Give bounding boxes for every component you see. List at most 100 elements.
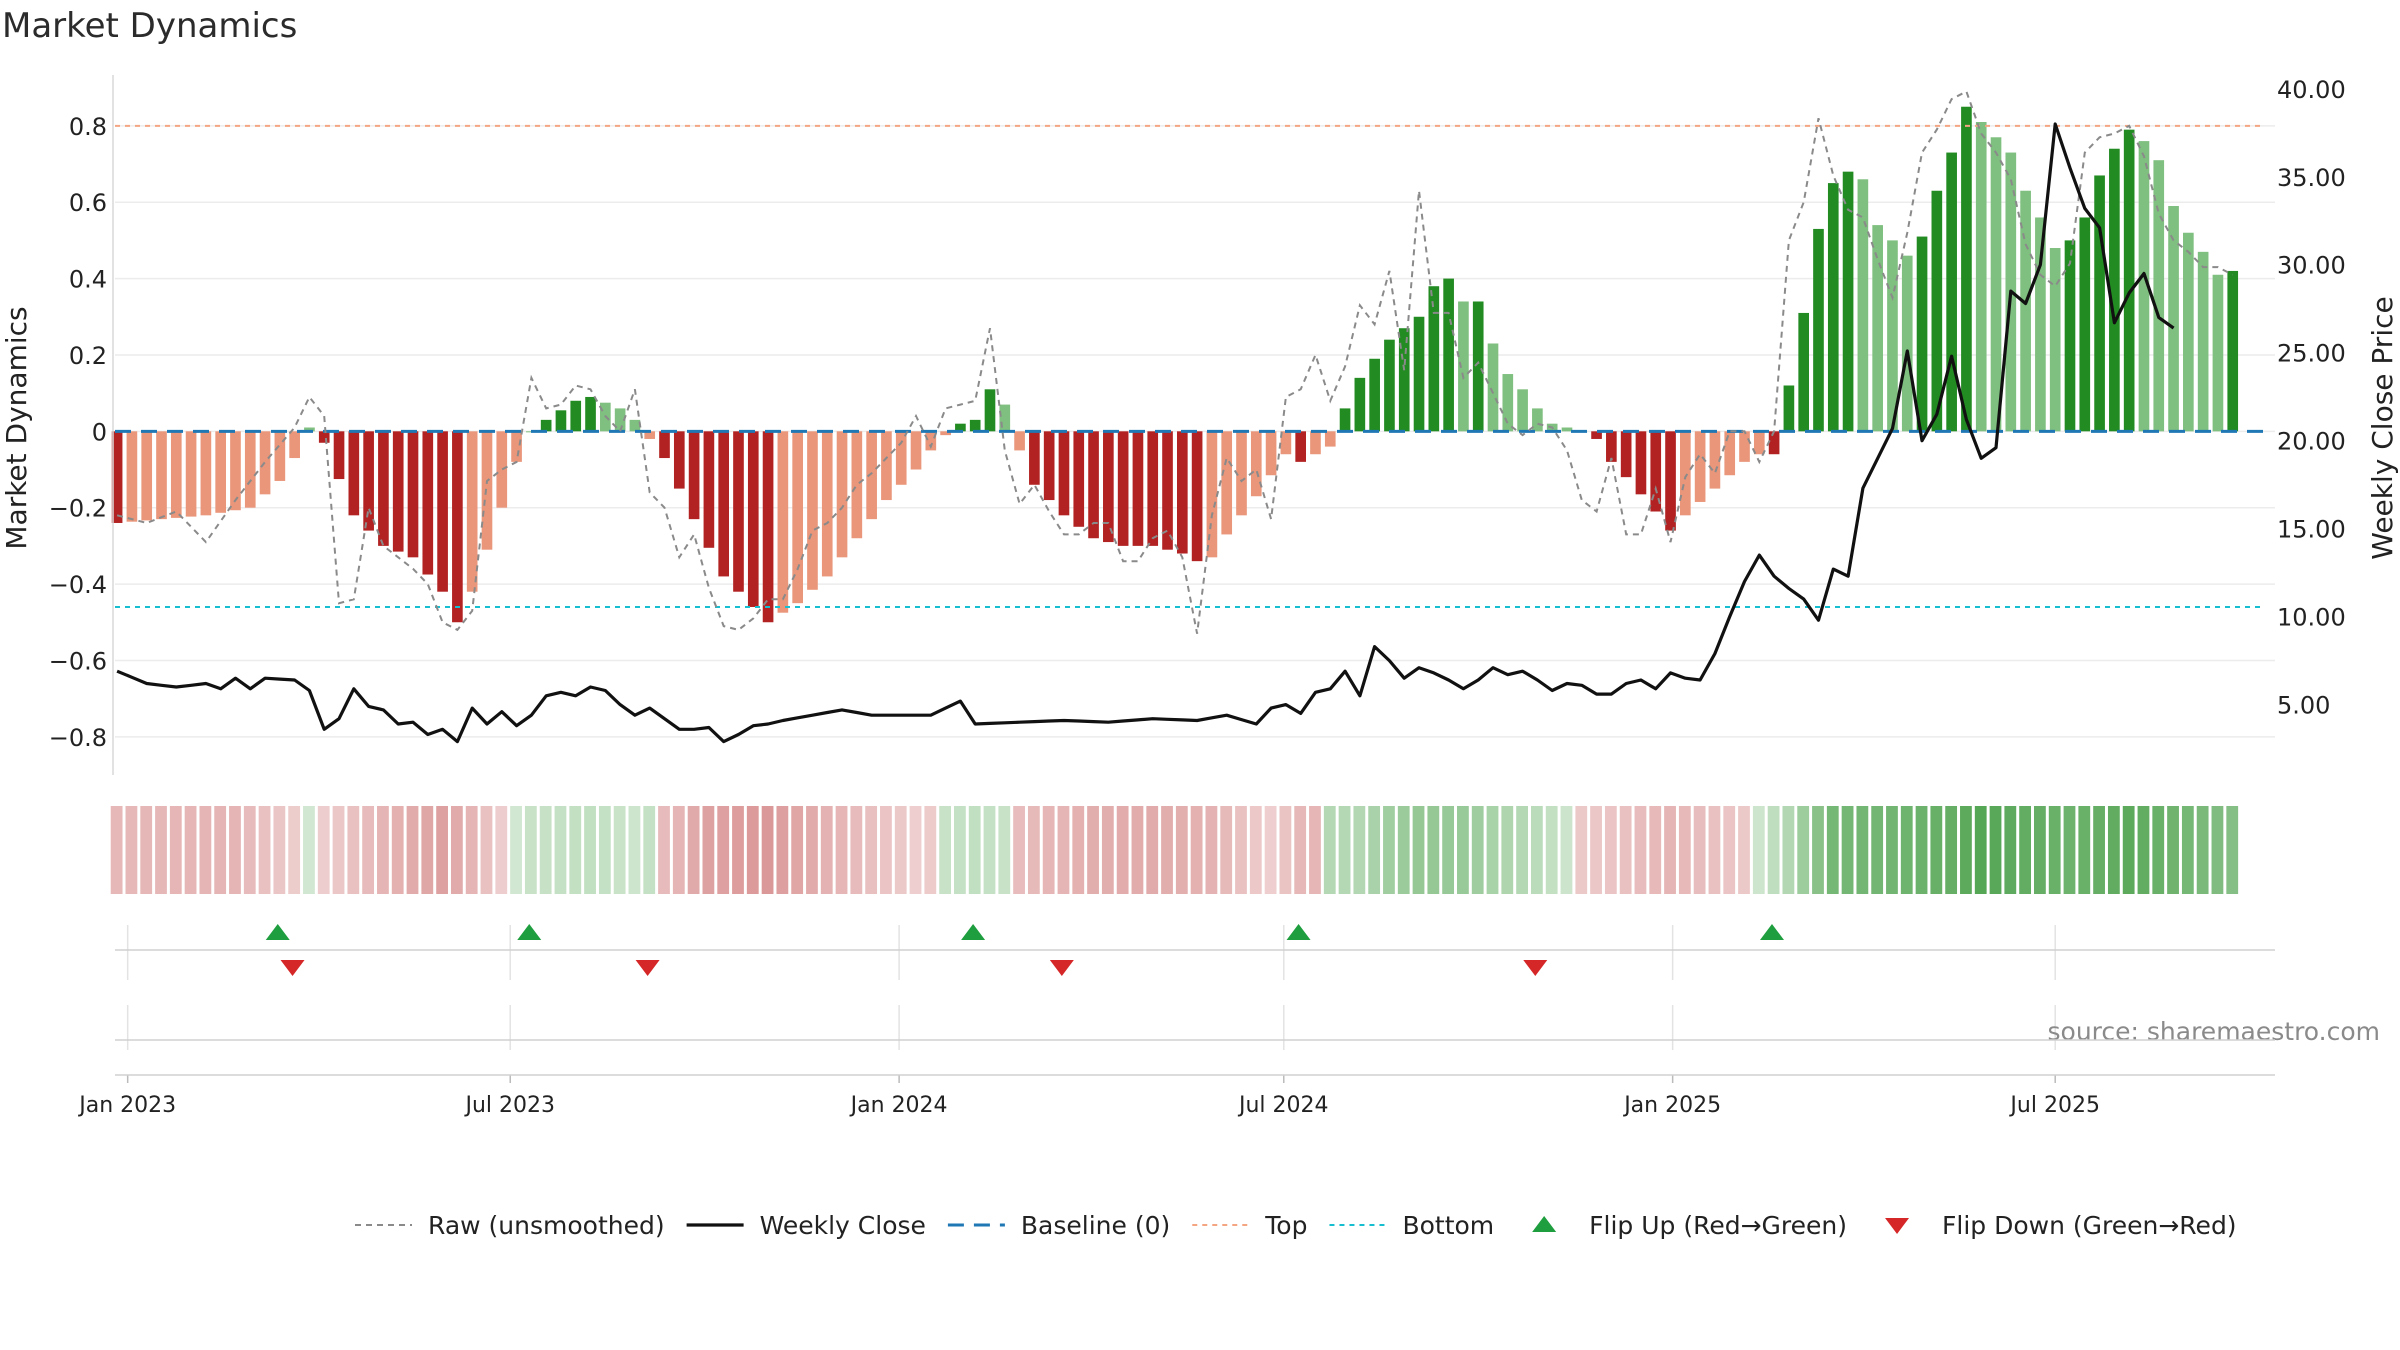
band-cell — [658, 806, 670, 894]
y-right-tick-label: 20.00 — [2277, 428, 2346, 456]
legend: Raw (unsmoothed) Weekly Close Baseline (0)… — [355, 1211, 2237, 1240]
band-cell — [1678, 806, 1691, 894]
band-cell — [140, 806, 153, 894]
bar-positive — [629, 419, 641, 432]
bar-negative — [1324, 431, 1336, 447]
bar-positive — [1517, 389, 1528, 432]
band-cell — [1161, 806, 1173, 894]
bar-positive — [1990, 137, 2002, 432]
flip-up-marker — [1759, 924, 1784, 940]
band-cell — [2152, 806, 2165, 894]
bar-positive — [585, 396, 596, 432]
band-cell — [1886, 806, 1898, 894]
band-cell — [2196, 806, 2209, 894]
band-cell — [1235, 806, 1247, 894]
band-cell — [1989, 806, 2002, 894]
band-cell — [1042, 806, 1055, 894]
band-cell — [391, 806, 404, 894]
bar-positive — [1916, 236, 1928, 432]
bar-negative — [910, 431, 922, 470]
band-cell — [1974, 806, 1987, 894]
bar-positive — [1472, 301, 1484, 432]
bar-positive — [2197, 251, 2209, 432]
band-cell — [1545, 806, 1558, 894]
reference-lines — [115, 124, 2265, 608]
band-cell — [1501, 806, 1514, 894]
band-cell — [613, 806, 626, 894]
flip-down-marker — [280, 960, 305, 976]
axes: Market Dynamics Weekly Close Price sourc… — [0, 75, 2399, 1118]
bar-negative — [200, 431, 212, 516]
band-cell — [1190, 806, 1203, 894]
band-cell — [1590, 806, 1602, 894]
flip-up-marker — [961, 924, 986, 940]
band-cell — [2226, 806, 2239, 894]
bar-negative — [1724, 431, 1736, 476]
y-right-tick-label: 15.00 — [2277, 516, 2346, 544]
band-cell — [806, 806, 818, 894]
band-cell — [598, 806, 611, 894]
band-cell — [1856, 806, 1869, 894]
bar-positive — [955, 423, 966, 432]
legend-label-raw: Raw (unsmoothed) — [428, 1211, 665, 1240]
bar-positive — [1487, 343, 1499, 432]
bar-positive — [2079, 217, 2091, 432]
bar-negative — [1680, 431, 1691, 516]
band-cell — [1087, 806, 1099, 894]
band-cell — [1383, 806, 1395, 894]
band-cell — [377, 806, 389, 894]
band-cell — [865, 806, 878, 894]
x-tick-label: Jan 2025 — [1622, 1093, 1721, 1118]
flip-up-marker — [265, 924, 290, 940]
y-left-tick-label: −0.2 — [49, 495, 107, 523]
bar-negative — [392, 431, 404, 552]
bar-positive — [1872, 225, 1883, 432]
band-cell — [1220, 806, 1233, 894]
bar-positive — [555, 410, 567, 432]
bar-negative — [1265, 431, 1277, 476]
bar-negative — [230, 431, 241, 511]
band-cell — [495, 806, 508, 894]
bar-negative — [511, 431, 522, 462]
bar-negative — [141, 431, 153, 521]
band-cell — [1471, 806, 1484, 894]
band-cell — [1264, 806, 1277, 894]
band-cell — [258, 806, 271, 894]
bar-positive — [1783, 385, 1795, 432]
bar-positive — [2183, 232, 2194, 432]
y-left-tick-label: 0.8 — [69, 113, 107, 141]
band-cell — [199, 806, 212, 894]
y-left-tick-label: −0.6 — [49, 647, 107, 675]
bar-negative — [659, 431, 670, 459]
bar-negative — [1176, 431, 1188, 554]
band-cell — [1945, 806, 1958, 894]
bar-negative — [777, 431, 789, 613]
band-cell — [450, 806, 463, 894]
band-cell — [672, 806, 685, 894]
y-left-tick-label: −0.4 — [49, 571, 107, 599]
band-cell — [1338, 806, 1351, 894]
bar-negative — [407, 431, 419, 558]
legend-swatch-flip_up — [1532, 1216, 1557, 1232]
band-cell — [1752, 806, 1765, 894]
band-cell — [406, 806, 419, 894]
source-credit: source: sharemaestro.com — [2048, 1017, 2381, 1046]
bar-negative — [1236, 431, 1247, 516]
bar-negative — [925, 431, 937, 451]
bar-positive — [1502, 374, 1514, 432]
flip-markers-panel — [265, 924, 1784, 976]
band-cell — [569, 806, 582, 894]
band-cell — [1871, 806, 1884, 894]
band-cell — [2137, 806, 2150, 894]
band-cell — [717, 806, 730, 894]
band-cell — [332, 806, 345, 894]
band-cell — [169, 806, 182, 894]
legend-label-bottom: Bottom — [1402, 1211, 1494, 1240]
band-cell — [1249, 806, 1262, 894]
band-cell — [1530, 806, 1543, 894]
band-cell — [1397, 806, 1410, 894]
band-cell — [732, 806, 744, 894]
band-cell — [998, 806, 1011, 894]
y-right-tick-label: 35.00 — [2277, 164, 2346, 192]
band-cell — [1116, 806, 1129, 894]
